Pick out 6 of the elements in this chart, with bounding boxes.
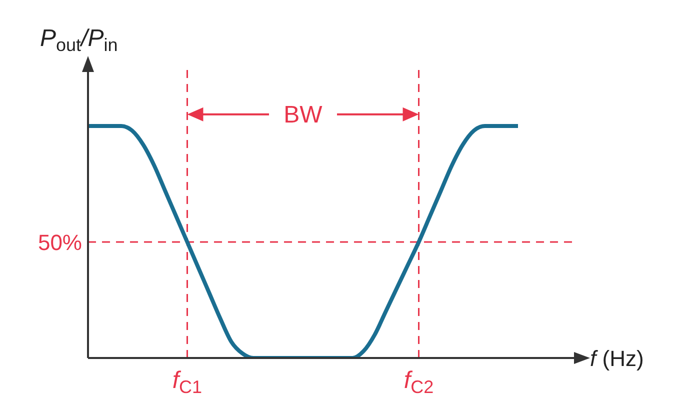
annotation: BW	[284, 101, 323, 128]
x-tick-label: f$_{C1}$	[172, 367, 202, 398]
y-axis-title: P$_{out}$/P$_{in}$	[40, 25, 118, 56]
ref-line-label: 50%	[38, 230, 82, 255]
x-axis-title: f (Hz)	[590, 346, 644, 371]
x-tick-label: f$_{C2}$	[404, 367, 434, 398]
